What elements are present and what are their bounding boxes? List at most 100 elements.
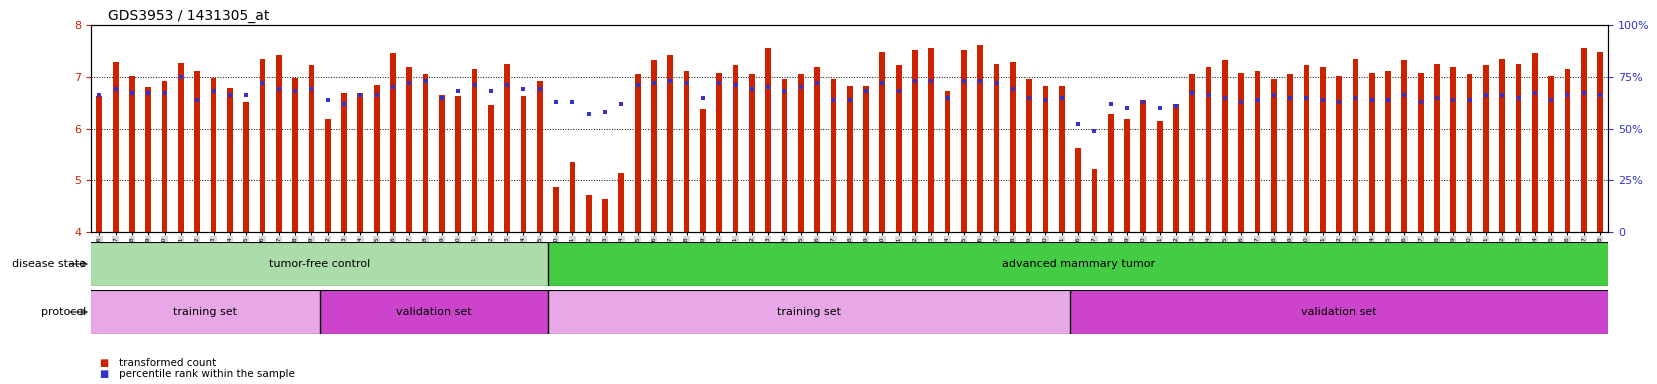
Point (592, 109, 618, 115)
Point (1390, 93, 1417, 99)
Point (217, 93, 244, 99)
Bar (177, 63, 184, 232)
Point (346, 93, 373, 99)
Text: protocol: protocol (41, 307, 89, 317)
Point (461, 82, 487, 88)
Bar (1319, 68, 1326, 232)
Point (1228, 99, 1254, 105)
Bar (129, 76, 134, 232)
Bar (1009, 62, 1016, 232)
Point (918, 78, 944, 84)
Text: GDS3953 / 1431305_at: GDS3953 / 1431305_at (108, 9, 268, 23)
Point (656, 78, 683, 84)
Bar (320, 290, 547, 334)
Bar (1384, 71, 1390, 232)
Bar (1450, 68, 1455, 232)
Text: training set: training set (777, 307, 840, 317)
Bar (504, 64, 510, 232)
Bar (780, 79, 787, 232)
Point (885, 88, 911, 94)
Point (1064, 121, 1090, 127)
Bar (1548, 76, 1553, 232)
Text: percentile rank within the sample: percentile rank within the sample (119, 369, 295, 379)
Point (86, 93, 113, 99)
Point (1162, 103, 1188, 109)
Bar (878, 52, 885, 232)
Bar (618, 173, 623, 232)
Bar (260, 59, 265, 232)
Bar (1531, 53, 1536, 232)
Point (1145, 105, 1171, 111)
Point (1016, 94, 1042, 101)
Point (363, 93, 389, 99)
Bar (699, 109, 706, 232)
Bar (797, 74, 804, 232)
Point (134, 90, 161, 96)
Bar (91, 242, 547, 286)
Point (901, 78, 928, 84)
Bar (113, 62, 118, 232)
Bar (423, 74, 428, 232)
Point (966, 78, 993, 84)
Bar (487, 105, 494, 232)
Point (1032, 96, 1059, 103)
Point (429, 94, 456, 101)
Bar (456, 96, 461, 232)
Point (1357, 96, 1384, 103)
Bar (210, 78, 217, 232)
Point (771, 88, 797, 94)
Text: ■: ■ (99, 358, 109, 368)
Bar (585, 195, 592, 232)
Point (1243, 96, 1269, 103)
Point (983, 80, 1009, 86)
Point (494, 82, 520, 88)
Bar (716, 73, 722, 232)
Point (1047, 94, 1074, 101)
Point (1471, 93, 1498, 99)
Point (787, 84, 814, 90)
Point (1521, 90, 1548, 96)
Bar (1286, 74, 1292, 232)
Bar (91, 290, 320, 334)
Text: tumor-free control: tumor-free control (268, 259, 370, 269)
Bar (1514, 64, 1521, 232)
Bar (683, 71, 689, 232)
Bar (1173, 104, 1178, 232)
Point (232, 93, 258, 99)
Bar (1026, 79, 1031, 232)
Point (837, 96, 863, 103)
Bar (1090, 169, 1097, 232)
Bar (308, 65, 315, 232)
Point (1538, 96, 1564, 103)
Bar (1369, 73, 1374, 232)
Point (119, 90, 146, 96)
Point (1195, 93, 1221, 99)
Bar (341, 93, 346, 232)
Bar (635, 74, 640, 232)
Point (575, 111, 601, 117)
Point (1130, 99, 1157, 105)
Point (477, 88, 504, 94)
Bar (325, 119, 330, 232)
Text: disease state: disease state (12, 259, 89, 269)
Bar (1107, 114, 1114, 232)
Point (1080, 127, 1107, 134)
Point (1259, 93, 1286, 99)
Bar (651, 60, 656, 232)
Bar (1352, 59, 1357, 232)
Point (737, 86, 764, 92)
Bar (1221, 60, 1228, 232)
Bar (895, 65, 901, 232)
Point (999, 86, 1026, 92)
Point (1455, 96, 1481, 103)
Point (1423, 94, 1450, 101)
Point (379, 84, 406, 90)
Point (804, 80, 830, 86)
Bar (439, 95, 444, 232)
Point (103, 86, 129, 92)
Point (558, 99, 585, 105)
Bar (732, 65, 737, 232)
Bar (1069, 290, 1607, 334)
Bar (194, 71, 200, 232)
Bar (993, 64, 999, 232)
